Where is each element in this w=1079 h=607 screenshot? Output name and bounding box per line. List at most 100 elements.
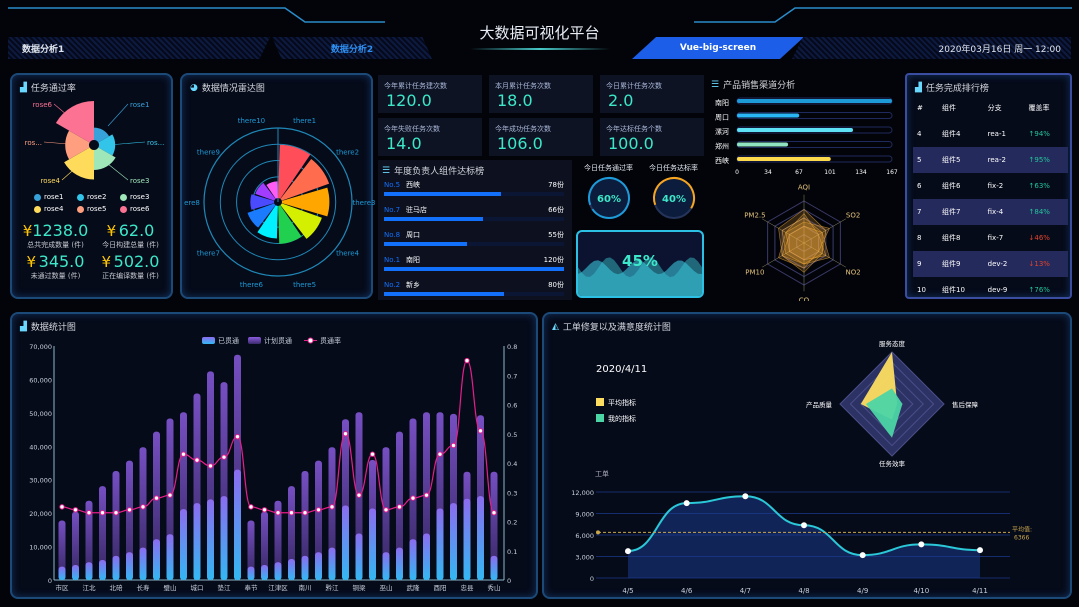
rank-name: 新乡 — [406, 281, 420, 289]
legend-swatch — [307, 337, 314, 344]
table-row: 10 组件10 dev-9 ↑76% — [913, 277, 1068, 303]
rate-point — [126, 507, 133, 513]
stat-label: 本月累计任务次数 — [495, 82, 551, 90]
radar-indicator-label: 任务效率 — [879, 459, 906, 468]
rose-slice — [98, 134, 116, 156]
rank-number: No.5 — [384, 181, 401, 189]
area-fill — [628, 496, 980, 578]
rate-point — [153, 495, 160, 501]
y-tick-label: 30,000 — [29, 477, 52, 485]
list-icon: ☰ — [711, 79, 720, 90]
gauge: 今日任务通过率 60% — [576, 160, 641, 225]
completed-bar — [409, 539, 417, 580]
stat-value: 106.0 — [497, 134, 543, 153]
stat-value: 100.0 — [608, 134, 654, 153]
planned-bar — [274, 500, 282, 580]
air-radar-label: CO — [799, 297, 810, 301]
planned-bar — [247, 520, 255, 580]
polar-panel: ◕ 数据情况雷达图 there1 there2 there3 there4 there5 t… — [180, 73, 375, 299]
air-radar-series — [785, 213, 827, 261]
planned-bar — [288, 486, 295, 580]
x-tick-label: 秀山 — [488, 583, 501, 592]
completed-bar — [477, 496, 484, 580]
rank-table: # 组件 分支 覆盖率 4 组件4 rea-1 ↑94% 5 组件5 rea-2 ↑95% 6 组件6 fi… — [913, 95, 1068, 303]
gauge-label: 今日任务达标率 — [649, 164, 698, 172]
sales-bar — [737, 128, 854, 132]
rate-point — [72, 507, 79, 513]
stat-total-completed: ¥1238.0 总共完成数量 (件) — [18, 221, 93, 250]
polar-bar — [280, 159, 330, 201]
stat-value: 502.0 — [113, 252, 160, 271]
cell-rate: ↓46% — [1028, 234, 1050, 242]
completed-bar — [247, 566, 255, 580]
stat-value: 62.0 — [118, 221, 155, 240]
rate-point — [450, 442, 457, 449]
cell-id: 4 — [917, 130, 922, 138]
planned-bar — [315, 460, 322, 580]
legend-dot-icon — [120, 205, 127, 213]
panel-title: 年度负责人组件达标榜 — [394, 167, 485, 177]
chart-icon: ▟ — [20, 82, 27, 93]
completed-bar — [436, 508, 444, 580]
cell-branch: rea-2 — [983, 147, 1025, 173]
stat-value: 18.0 — [497, 91, 533, 110]
area-point — [683, 500, 690, 507]
x-tick-label: 江津区 — [268, 584, 288, 592]
x-tick-label: 北碚 — [110, 583, 124, 592]
rate-point — [383, 507, 389, 513]
planned-bar — [328, 447, 336, 580]
legend-label: 计划贯通 — [264, 336, 292, 345]
rate-point — [356, 492, 362, 498]
tab-vue-big-screen[interactable]: Vue-big-screen — [632, 37, 804, 59]
rate-point — [261, 507, 268, 513]
rose-label: ros... — [25, 139, 42, 147]
rank-progress-track — [384, 192, 564, 196]
stat-card: 今日累计任务次数 2.0 — [600, 75, 704, 113]
cell-component: 组件9 — [937, 251, 984, 277]
stat-card: 今年成功任务次数 106.0 — [489, 118, 593, 156]
rate-point — [342, 431, 349, 437]
stat-card: 今年失败任务次数 14.0 — [378, 118, 482, 156]
completed-bar — [274, 562, 282, 580]
currency-symbol: ¥ — [22, 222, 33, 240]
legend-label: rose5 — [87, 205, 107, 213]
tab-data-analysis-2[interactable]: 数据分析2 — [272, 37, 432, 59]
x-tick-label: 长寿 — [137, 583, 151, 592]
rate-point — [140, 504, 146, 510]
cell-component: 组件4 — [941, 130, 961, 138]
legend-label: rose3 — [130, 193, 150, 201]
x-tick-label: 4/7 — [740, 587, 751, 595]
mean-value: 6366 — [1014, 534, 1029, 541]
completed-bar — [342, 505, 349, 580]
y-tick-label: 6,000 — [575, 532, 594, 540]
polar-bar-chart: there1 there2 there3 there4 there5 there6 ther… — [184, 117, 375, 289]
cell-id: 5 — [913, 147, 938, 173]
legend-item: rose1 — [34, 193, 77, 201]
gauge-ring: 60% — [587, 177, 630, 219]
panel-title: 数据情况雷达图 — [201, 84, 265, 94]
rank-name: 南阳 — [406, 256, 420, 264]
cell-rate: ↑76% — [1028, 286, 1050, 294]
panel-title: 任务完成排行榜 — [925, 84, 989, 94]
stat-label: 今日累计任务次数 — [606, 82, 662, 90]
rate-point — [315, 507, 322, 513]
sales-bar — [737, 142, 789, 147]
air-radar-axis — [803, 242, 846, 268]
polar-bar — [266, 181, 278, 199]
pass-rate-panel: ▟ 任务通过率 rose6 rose1 ros... ros... rose4 rose3 … — [10, 73, 173, 299]
area-point — [625, 548, 631, 555]
cell-component: 组件6 — [941, 182, 961, 190]
planned-bar — [382, 447, 390, 580]
x-tick-label: 奉节 — [245, 583, 259, 592]
label-line — [43, 141, 81, 146]
air-radar-axis — [762, 242, 805, 268]
polar-category-label: there2 — [336, 148, 359, 156]
completed-bar — [85, 562, 93, 580]
rank-name: 周口 — [406, 231, 420, 239]
sales-axis-tick: 101 — [824, 169, 836, 176]
panel-title: 产品销售渠道分析 — [723, 81, 796, 91]
stat-value: 2.0 — [608, 91, 634, 110]
rate-point — [234, 433, 241, 440]
completed-bar — [180, 509, 187, 580]
tab-data-analysis-1[interactable]: 数据分析1 — [8, 37, 270, 59]
